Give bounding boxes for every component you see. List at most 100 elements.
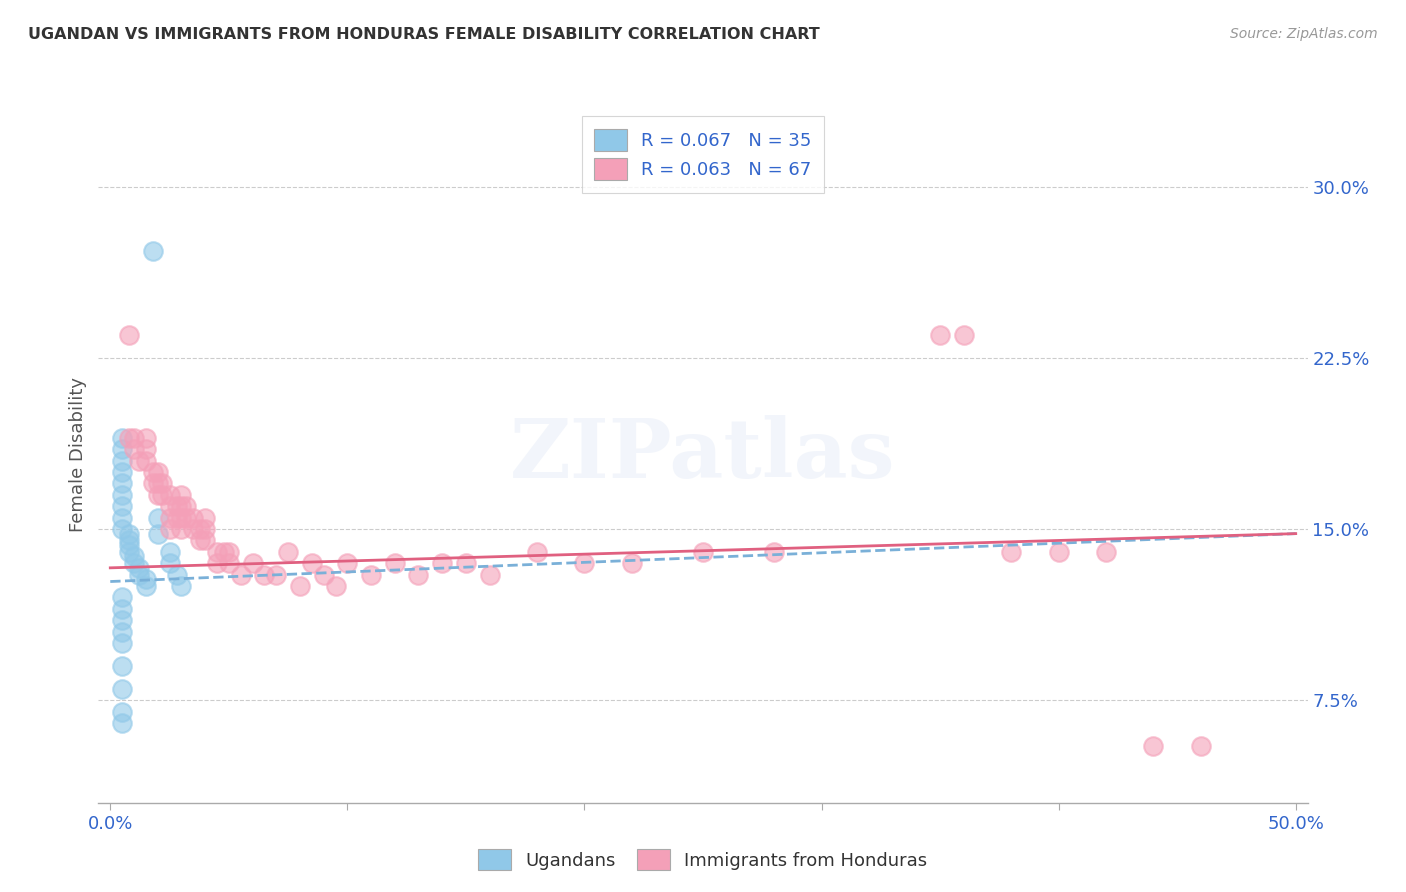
Point xyxy=(152,488,174,502)
Y-axis label: Female Disability: Female Disability xyxy=(69,377,87,533)
Point xyxy=(174,500,197,514)
Point xyxy=(111,431,134,445)
Text: ZIPatlas: ZIPatlas xyxy=(510,415,896,495)
Point xyxy=(432,556,454,570)
Point xyxy=(526,545,548,559)
Legend: Ugandans, Immigrants from Honduras: Ugandans, Immigrants from Honduras xyxy=(471,842,935,877)
Point xyxy=(159,522,181,536)
Point xyxy=(142,465,165,479)
Point xyxy=(159,510,181,524)
Point xyxy=(142,244,165,258)
Point xyxy=(118,526,141,541)
Point xyxy=(146,488,169,502)
Point xyxy=(574,556,596,570)
Point xyxy=(408,567,430,582)
Point xyxy=(159,488,181,502)
Point xyxy=(146,476,169,491)
Point xyxy=(1142,739,1164,753)
Point xyxy=(111,602,134,616)
Point xyxy=(135,579,157,593)
Point xyxy=(122,549,145,564)
Point xyxy=(325,579,347,593)
Point xyxy=(111,500,134,514)
Point xyxy=(952,328,974,343)
Point xyxy=(242,556,264,570)
Point xyxy=(111,715,134,730)
Point xyxy=(478,567,501,582)
Point xyxy=(111,442,134,457)
Point xyxy=(170,510,193,524)
Point xyxy=(111,453,134,467)
Point xyxy=(159,556,181,570)
Point xyxy=(166,500,188,514)
Point xyxy=(218,545,240,559)
Point xyxy=(218,556,240,570)
Point xyxy=(190,533,212,548)
Point xyxy=(692,545,714,559)
Point xyxy=(111,476,134,491)
Point xyxy=(166,510,188,524)
Point xyxy=(170,488,193,502)
Point xyxy=(181,510,204,524)
Point xyxy=(1095,545,1118,559)
Point xyxy=(1000,545,1022,559)
Point xyxy=(135,453,157,467)
Point xyxy=(146,526,169,541)
Point xyxy=(194,522,217,536)
Point xyxy=(118,533,141,548)
Text: UGANDAN VS IMMIGRANTS FROM HONDURAS FEMALE DISABILITY CORRELATION CHART: UGANDAN VS IMMIGRANTS FROM HONDURAS FEMA… xyxy=(28,27,820,42)
Point xyxy=(152,476,174,491)
Point xyxy=(135,572,157,586)
Point xyxy=(118,431,141,445)
Point xyxy=(166,567,188,582)
Point xyxy=(111,488,134,502)
Point xyxy=(264,567,287,582)
Point xyxy=(159,500,181,514)
Point xyxy=(111,624,134,639)
Point xyxy=(763,545,786,559)
Point xyxy=(111,510,134,524)
Point xyxy=(111,659,134,673)
Point xyxy=(111,522,134,536)
Point xyxy=(288,579,311,593)
Point xyxy=(146,465,169,479)
Point xyxy=(128,453,150,467)
Point xyxy=(929,328,952,343)
Text: Source: ZipAtlas.com: Source: ZipAtlas.com xyxy=(1230,27,1378,41)
Point xyxy=(118,328,141,343)
Point xyxy=(384,556,406,570)
Point xyxy=(122,431,145,445)
Point xyxy=(118,538,141,552)
Point xyxy=(111,591,134,605)
Point xyxy=(194,510,217,524)
Point xyxy=(111,613,134,627)
Point xyxy=(146,510,169,524)
Point xyxy=(620,556,643,570)
Point xyxy=(170,522,193,536)
Point xyxy=(181,522,204,536)
Point xyxy=(336,556,359,570)
Point xyxy=(170,579,193,593)
Point xyxy=(118,545,141,559)
Point xyxy=(253,567,276,582)
Point xyxy=(111,636,134,650)
Point xyxy=(205,556,228,570)
Point xyxy=(135,431,157,445)
Point xyxy=(1189,739,1212,753)
Point xyxy=(229,567,252,582)
Point xyxy=(122,556,145,570)
Point xyxy=(205,545,228,559)
Point xyxy=(277,545,299,559)
Point xyxy=(111,705,134,719)
Point xyxy=(128,567,150,582)
Point xyxy=(1047,545,1070,559)
Point xyxy=(454,556,477,570)
Point xyxy=(360,567,382,582)
Point xyxy=(170,500,193,514)
Point xyxy=(190,522,212,536)
Point xyxy=(128,561,150,575)
Point xyxy=(122,442,145,457)
Point xyxy=(174,510,197,524)
Point xyxy=(194,533,217,548)
Point xyxy=(111,465,134,479)
